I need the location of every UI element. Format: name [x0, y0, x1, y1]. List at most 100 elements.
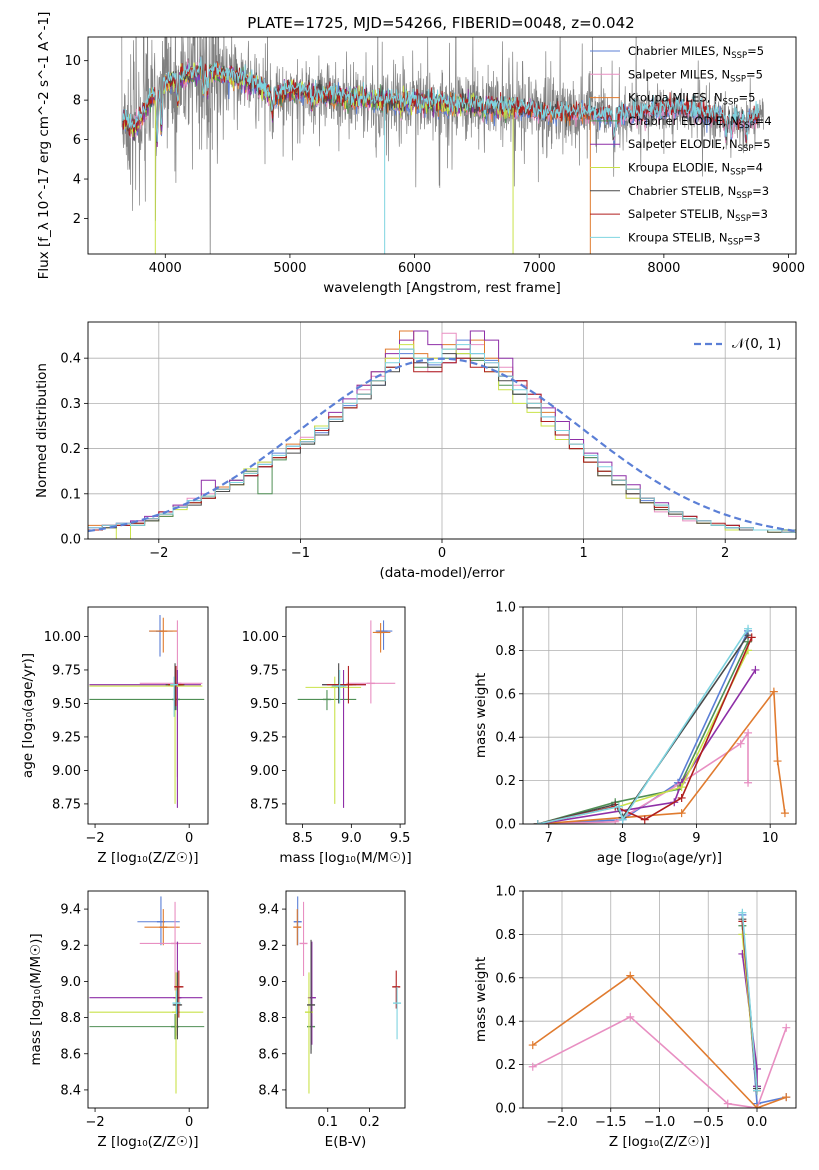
- x-tick-label: 9.5: [390, 831, 411, 846]
- series-kroupa-stelib: [738, 908, 761, 1095]
- y-tick-label: 8.75: [250, 797, 279, 812]
- y-tick-label: 4: [73, 173, 81, 188]
- weight-line: [741, 912, 758, 1091]
- point-chabrier-stelib: [307, 939, 316, 1054]
- weight-line: [537, 641, 749, 824]
- axes-frame: [87, 321, 797, 540]
- y-tick-label: 0.1: [60, 487, 81, 502]
- y-tick-label: 8.4: [258, 1083, 279, 1098]
- weight-line: [532, 974, 787, 1108]
- x-tick-label: −2: [149, 546, 168, 561]
- y-tick-label: 10: [64, 54, 81, 69]
- legend-label: Chabrier STELIB, NSSP=3: [628, 184, 769, 201]
- y-tick-label: 10.00: [242, 630, 279, 645]
- legend-subscript: SSP: [731, 51, 747, 61]
- point-salpeter-miles: [139, 620, 203, 778]
- weight-marker: [744, 624, 753, 633]
- legend-value: =4: [755, 114, 772, 128]
- residuals-panel: −2 −1 0 1 2 0.0 0.1 0.2 0.3 0.4 (data-model)/error…: [34, 321, 797, 581]
- weight-marker: [753, 1086, 761, 1095]
- residuals-plot-area: [88, 330, 796, 539]
- axes-frame: [285, 890, 406, 1109]
- legend-value: =3: [743, 230, 760, 244]
- y-tick-label: 9.25: [52, 730, 81, 745]
- y-tick-label: 8.4: [60, 1083, 81, 1098]
- legend: Chabrier MILES, NSSP=5 Salpeter MILES, NS…: [590, 44, 772, 247]
- age-vs-mass-panel: 8.5 9.0 9.5 8.75 9.00 9.25 9.50 9.75 10.00 mass […: [242, 606, 412, 866]
- y-tick-label: 1.0: [495, 601, 516, 616]
- y-tick-label: 0.0: [495, 1102, 516, 1117]
- legend-label: 𝒩(0, 1): [732, 336, 781, 352]
- weight-marker: [626, 1012, 635, 1021]
- legend-subscript: SSP: [730, 74, 746, 84]
- y-tick-label: 8.6: [60, 1047, 81, 1062]
- x-tick-label: 7000: [523, 261, 556, 276]
- y-tick-label: 8.8: [258, 1011, 279, 1026]
- weight-vs-age-plot-area: [533, 624, 789, 824]
- x-axis-label: mass [log₁₀(M/M☉)]: [279, 850, 411, 866]
- point-kroupa-miles: [293, 909, 302, 946]
- weight-marker: [677, 783, 686, 792]
- figure-title: PLATE=1725, MJD=54266, FIBERID=0048, z=0…: [247, 14, 634, 32]
- x-tick-label: 0: [185, 831, 193, 846]
- age-vs-mass-plot-area: [297, 620, 396, 808]
- weight-marker: [677, 809, 686, 818]
- mass-vs-Z-panel: −2 0 8.4 8.6 8.8 9.0 9.2 9.4 Z [log₁₀(Z/Z☉)] mass…: [28, 890, 209, 1150]
- weight-marker: [677, 793, 686, 802]
- legend-label: Salpeter MILES, NSSP=5: [628, 67, 763, 84]
- x-tick-label: 2: [721, 546, 729, 561]
- age-vs-Z-plot-area: [89, 615, 205, 808]
- point-kroupa-elodie: [89, 972, 204, 1094]
- y-tick-label: 0.3: [60, 397, 81, 412]
- weight-marker: [640, 815, 649, 824]
- point-kroupa-miles: [149, 617, 178, 653]
- point-salpeter-elodie: [89, 669, 201, 808]
- axes-frame: [285, 606, 406, 825]
- point-chabrier-miles: [149, 615, 173, 657]
- y-axis-label: mass weight: [473, 673, 489, 758]
- y-tick-label: 9.2: [258, 939, 279, 954]
- x-tick-label: 0: [185, 1115, 193, 1130]
- legend-subscript: SSP: [728, 237, 744, 247]
- y-tick-label: 0.4: [495, 731, 516, 746]
- weight-marker: [614, 802, 623, 811]
- y-tick-label: 6: [73, 133, 81, 148]
- y-tick-label: 0.8: [495, 928, 516, 943]
- x-tick-label: 10: [762, 831, 779, 846]
- weight-vs-age-panel: 7 8 9 10 0.0 0.2 0.4 0.6 0.8 1.0 age [log₁₀(age/yr…: [473, 601, 797, 866]
- weight-marker: [626, 971, 635, 980]
- x-tick-label: 9000: [772, 261, 805, 276]
- weight-vs-Z-panel: −2.0 −1.5 −1.0 −0.5 0.0 0.0 0.2 0.4 0.6 0.8 1.0 Z […: [473, 885, 797, 1150]
- x-tick-label: 0.0: [747, 1115, 768, 1130]
- y-tick-label: 8.75: [52, 797, 81, 812]
- x-tick-label: −2.0: [546, 1115, 578, 1130]
- y-tick-label: 10.00: [44, 630, 81, 645]
- point-chabrier-elodie: [89, 1013, 205, 1040]
- mass-vs-EBV-panel: 0.1 0.2 8.4 8.6 8.8 9.0 9.2 9.4 E(B-V): [258, 890, 406, 1150]
- y-tick-label: 9.25: [250, 730, 279, 745]
- y-tick-label: 9.0: [258, 975, 279, 990]
- point-kroupa-stelib: [172, 990, 181, 1014]
- axes-frame: [522, 606, 797, 825]
- weight-marker: [533, 820, 542, 824]
- weight-marker: [738, 930, 747, 939]
- spectrum-plot-area: [121, 37, 764, 254]
- x-axis-label: Z [log₁₀(Z/Z☉)]: [97, 850, 198, 866]
- model-spectrum-kroupa-stelib: [122, 56, 760, 142]
- legend-label: Chabrier ELODIE, NSSP=4: [628, 114, 772, 131]
- weight-marker: [769, 687, 778, 696]
- y-tick-label: 1.0: [495, 885, 516, 900]
- spectrum-panel: 4000 5000 6000 7000 8000 9000 2 4 6 8 10 wavelength…: [36, 12, 805, 296]
- point-kroupa-miles: [144, 909, 180, 946]
- x-axis-label: (data-model)/error: [379, 565, 505, 581]
- x-tick-label: −1: [291, 546, 310, 561]
- axes-frame: [522, 890, 797, 1109]
- point-salpeter-miles: [299, 901, 308, 976]
- weight-line: [537, 730, 749, 824]
- x-tick-label: 8000: [647, 261, 680, 276]
- y-tick-label: 0.0: [60, 533, 81, 548]
- x-axis-label: Z [log₁₀(Z/Z☉)]: [609, 1134, 710, 1150]
- legend-subscript: SSP: [735, 214, 751, 224]
- y-axis-label: Normed distribution: [34, 363, 50, 498]
- x-tick-label: −1.0: [644, 1115, 676, 1130]
